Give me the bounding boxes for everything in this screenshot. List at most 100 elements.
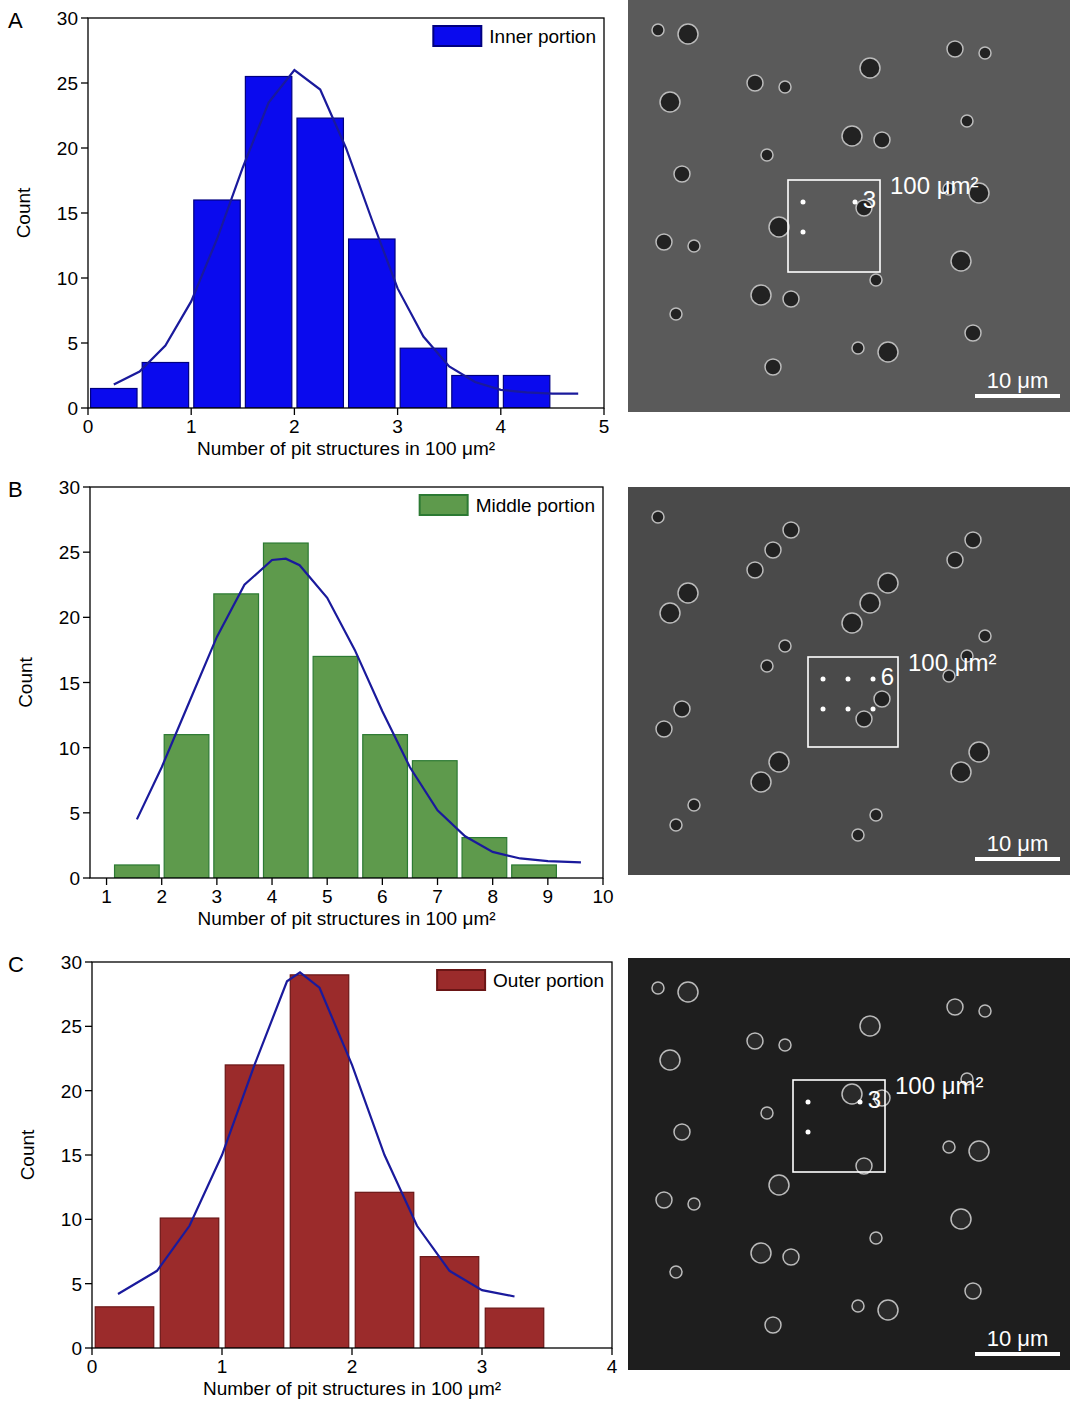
pit — [947, 552, 963, 568]
fit-curve — [118, 972, 515, 1296]
x-tick — [603, 408, 604, 415]
pit — [979, 630, 991, 642]
x-tick-label: 4 — [496, 416, 507, 437]
y-tick-label: 20 — [59, 607, 80, 628]
histogram-bar — [462, 838, 507, 878]
histogram-bar — [355, 1192, 414, 1348]
pit-marker — [821, 677, 826, 682]
histogram-bar — [400, 348, 446, 408]
pit — [842, 1084, 862, 1104]
x-tick-label: 4 — [267, 886, 278, 907]
x-tick — [191, 408, 192, 415]
y-tick — [83, 552, 90, 553]
pit — [961, 115, 973, 127]
x-tick — [221, 1348, 222, 1355]
x-axis-title: Number of pit structures in 100 μm² — [197, 438, 495, 459]
x-tick-label: 8 — [487, 886, 498, 907]
pit — [656, 234, 672, 250]
micrograph-1: 6100 μm²10 μm — [628, 487, 1070, 875]
y-tick-label: 25 — [61, 1016, 82, 1037]
pit — [943, 1141, 955, 1153]
histogram-bar — [91, 389, 137, 409]
pit — [670, 1266, 682, 1278]
y-tick-label: 10 — [57, 268, 78, 289]
histogram-bar — [160, 1218, 219, 1348]
histogram-bar — [512, 865, 557, 878]
pit-marker — [846, 707, 851, 712]
y-tick — [85, 1219, 92, 1220]
x-tick-label: 3 — [212, 886, 223, 907]
histogram-bar — [412, 761, 457, 878]
pit — [874, 691, 890, 707]
y-tick — [81, 147, 88, 148]
y-tick — [83, 747, 90, 748]
pit — [842, 613, 862, 633]
x-tick-label: 5 — [599, 416, 610, 437]
pit-count: 3 — [863, 186, 876, 213]
x-tick — [327, 878, 328, 885]
y-tick-label: 30 — [61, 952, 82, 973]
figure: 012345051015202530Number of pit structur… — [0, 0, 1076, 1414]
pit — [660, 92, 680, 112]
pit — [965, 325, 981, 341]
pit — [674, 166, 690, 182]
x-tick — [437, 878, 438, 885]
pit — [761, 149, 773, 161]
micrograph-background — [628, 487, 1070, 875]
y-tick — [83, 486, 90, 487]
pit — [761, 1107, 773, 1119]
y-tick — [81, 407, 88, 408]
micrograph-background — [628, 958, 1070, 1370]
x-axis-title: Number of pit structures in 100 μm² — [203, 1378, 501, 1399]
pit — [979, 47, 991, 59]
pit-count: 3 — [868, 1086, 881, 1113]
pit — [965, 1283, 981, 1299]
pit — [769, 217, 789, 237]
y-tick — [85, 1090, 92, 1091]
y-tick-label: 15 — [59, 673, 80, 694]
pit — [660, 603, 680, 623]
pit — [852, 829, 864, 841]
histogram-bar — [452, 376, 498, 409]
scale-bar — [975, 857, 1060, 861]
pit — [678, 24, 698, 44]
y-tick — [83, 877, 90, 878]
x-tick — [611, 1348, 612, 1355]
x-tick — [382, 878, 383, 885]
area-label: 100 μm² — [908, 649, 997, 676]
scale-bar — [975, 394, 1060, 398]
pit — [769, 1175, 789, 1195]
y-tick — [81, 82, 88, 83]
pit — [947, 999, 963, 1015]
panel-letter: A — [8, 8, 23, 33]
pit — [783, 291, 799, 307]
x-tick-label: 0 — [83, 416, 94, 437]
histogram-bar — [225, 1065, 284, 1348]
pit — [947, 41, 963, 57]
pit — [751, 1243, 771, 1263]
x-tick — [500, 408, 501, 415]
y-tick — [85, 1154, 92, 1155]
pit — [878, 1300, 898, 1320]
pit-marker — [871, 677, 876, 682]
pit — [969, 742, 989, 762]
pit — [860, 1016, 880, 1036]
histogram-bar — [485, 1308, 544, 1348]
pit — [656, 721, 672, 737]
histogram-bar — [194, 200, 240, 408]
legend-label: Inner portion — [489, 26, 596, 47]
fit-curve — [137, 559, 581, 863]
y-tick — [85, 1347, 92, 1348]
pit — [765, 359, 781, 375]
counting-box — [788, 180, 880, 272]
pit — [747, 1033, 763, 1049]
pit — [951, 762, 971, 782]
histogram-bar — [297, 118, 343, 408]
plot-frame — [92, 962, 612, 1348]
pit — [969, 1141, 989, 1161]
pit-marker — [801, 200, 806, 205]
scale-bar — [975, 1352, 1060, 1356]
pit — [751, 772, 771, 792]
pit — [852, 342, 864, 354]
y-tick — [81, 342, 88, 343]
